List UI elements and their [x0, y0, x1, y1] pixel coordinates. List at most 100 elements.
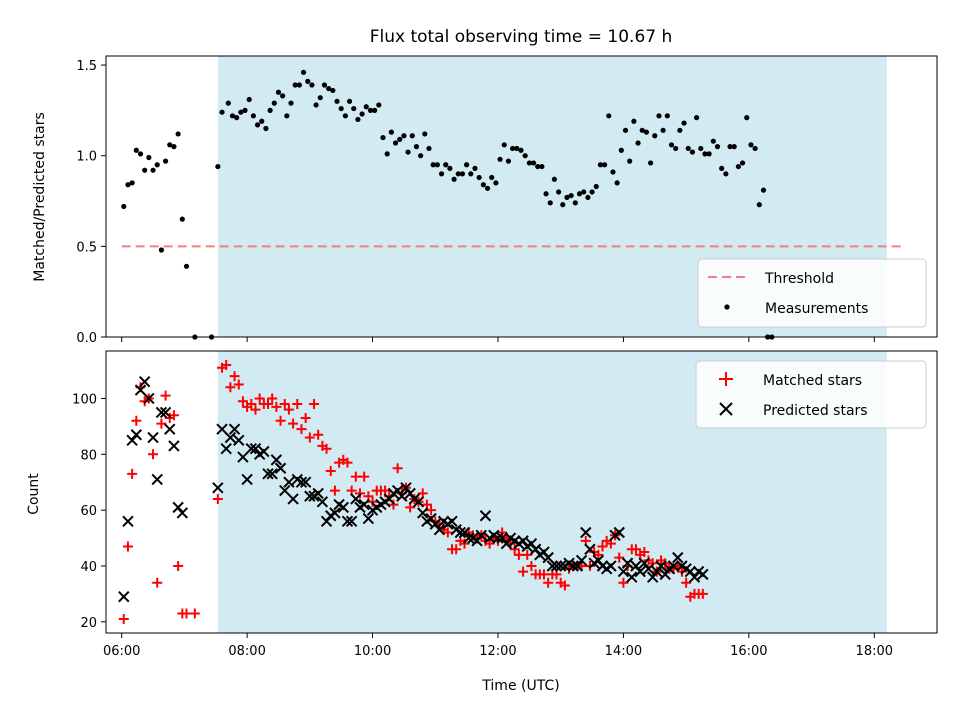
- matched-star-point: [267, 393, 278, 404]
- predicted-star-point: [345, 515, 358, 528]
- measurement-point: [627, 158, 633, 164]
- matched-star-point: [304, 432, 315, 443]
- measurement-point: [434, 162, 440, 168]
- measurement-point: [167, 142, 173, 148]
- predicted-star-point: [396, 490, 408, 502]
- measurement-point: [635, 140, 641, 146]
- top-panel: 0.0 0.5 1.0 1.5 Matched/Predicted stars Thr…: [32, 55, 938, 346]
- predicted-star-point: [617, 565, 630, 578]
- measurement-point: [426, 145, 432, 152]
- measurement-point: [438, 171, 445, 177]
- measurement-point: [229, 113, 236, 119]
- measurement-point: [392, 140, 399, 146]
- predicted-star-point: [475, 529, 487, 541]
- measurement-point: [489, 174, 495, 181]
- predicted-star-point: [655, 560, 667, 572]
- x-tick-label: 10:00: [354, 644, 391, 659]
- measurement-point: [652, 133, 658, 139]
- predicted-star-point: [164, 423, 176, 435]
- predicted-star-point: [697, 568, 709, 581]
- measurement-point: [681, 120, 687, 126]
- measurement-point: [510, 145, 516, 152]
- measurement-point: [526, 160, 532, 166]
- matched-star-point: [392, 463, 403, 474]
- predicted-star-point: [295, 476, 308, 488]
- x-tick-label: 18:00: [856, 644, 893, 659]
- measurement-point: [752, 145, 758, 152]
- predicted-star-point: [316, 496, 329, 508]
- predicted-star-point: [479, 510, 492, 522]
- measurement-point: [756, 202, 762, 208]
- predicted-star-point: [283, 476, 295, 488]
- measurement-point: [518, 147, 524, 153]
- matched-star-point: [543, 577, 554, 588]
- predicted-star-point: [446, 515, 458, 528]
- measurement-point: [597, 162, 604, 168]
- measurement-point: [497, 156, 503, 162]
- measurement-point: [326, 86, 332, 92]
- matched-star-point: [148, 449, 159, 460]
- measurement-point: [706, 151, 712, 157]
- measurement-point: [137, 151, 144, 157]
- matched-star-point: [127, 468, 138, 479]
- measurement-point: [731, 144, 737, 150]
- measurement-point: [125, 182, 131, 188]
- measurement-point: [142, 167, 148, 173]
- measurement-point: [522, 153, 528, 159]
- matched-star-point: [189, 608, 200, 619]
- measurement-point: [710, 138, 716, 144]
- matched-star-point: [275, 415, 286, 426]
- predicted-star-point: [279, 484, 291, 497]
- matched-star-point: [212, 493, 223, 504]
- predicted-star-point: [550, 560, 563, 572]
- measurement-point: [443, 162, 449, 168]
- measurement-point: [602, 162, 608, 168]
- measurement-point: [685, 145, 691, 152]
- matched-star-point: [296, 424, 307, 435]
- measurement-point: [610, 169, 616, 175]
- predicted-star-point: [554, 560, 567, 572]
- predicted-star-point: [350, 493, 362, 505]
- measurement-point: [647, 160, 654, 166]
- predicted-star-point: [258, 445, 270, 458]
- predicted-star-point: [341, 515, 354, 528]
- predicted-star-point: [134, 384, 147, 396]
- measurement-point: [346, 98, 353, 104]
- measurement-point: [405, 149, 411, 155]
- measurement-point: [468, 171, 474, 177]
- predicted-star-point: [220, 443, 232, 455]
- x-tick-label: 16:00: [730, 644, 767, 659]
- matched-star-point: [271, 401, 282, 412]
- measurement-point: [334, 98, 340, 104]
- measurement-point: [422, 131, 428, 137]
- matched-star-point: [321, 443, 332, 454]
- matched-star-point: [250, 404, 261, 415]
- measurement-point: [254, 122, 261, 128]
- predicted-star-point: [245, 443, 258, 455]
- predicted-star-point: [412, 496, 425, 508]
- measurement-point: [317, 95, 323, 101]
- measurement-point: [367, 107, 374, 113]
- predicted-star-point: [329, 507, 341, 519]
- measurement-point: [175, 131, 181, 137]
- measurement-point: [744, 115, 750, 121]
- measurement-point: [388, 129, 394, 135]
- measurement-point: [698, 145, 704, 152]
- matched-star-point: [630, 544, 641, 555]
- predicted-star-point: [672, 551, 684, 564]
- matched-star-point: [426, 505, 437, 516]
- predicted-star-point: [546, 560, 559, 572]
- predicted-star-point: [642, 563, 655, 575]
- matched-star-point: [118, 614, 129, 625]
- matched-star-point: [279, 399, 290, 410]
- predicted-star-point: [274, 462, 287, 474]
- measurement-point: [397, 136, 403, 142]
- matched-star-point: [237, 396, 248, 407]
- predicted-star-point: [118, 590, 130, 603]
- bottom-legend: Matched stars Predicted stars: [695, 360, 927, 429]
- matched-star-point: [538, 569, 549, 580]
- measurement-point: [355, 116, 361, 123]
- predicted-star-point: [262, 468, 274, 480]
- measurement-point: [219, 109, 225, 115]
